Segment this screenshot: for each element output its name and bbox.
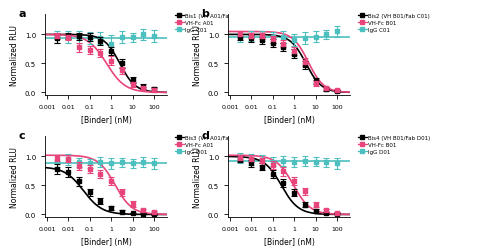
Legend: Bis1 (VH A01/Fab C01), VH-Fc A01, IgG C01: Bis1 (VH A01/Fab C01), VH-Fc A01, IgG C0… [174, 14, 247, 32]
Legend: Bis3 (VH A01/Fab D01), VH-Fc A01, IgG D01: Bis3 (VH A01/Fab D01), VH-Fc A01, IgG D0… [174, 135, 248, 154]
X-axis label: [Binder] (nM): [Binder] (nM) [80, 237, 132, 246]
Y-axis label: Normalized RLU: Normalized RLU [10, 147, 19, 207]
Y-axis label: Normalized RLU: Normalized RLU [193, 25, 202, 86]
Legend: Bis4 (VH B01/Fab D01), VH-Fc B01, IgG D01: Bis4 (VH B01/Fab D01), VH-Fc B01, IgG D0… [358, 135, 430, 154]
X-axis label: [Binder] (nM): [Binder] (nM) [264, 116, 314, 124]
X-axis label: [Binder] (nM): [Binder] (nM) [80, 116, 132, 124]
Y-axis label: Normalized RLU: Normalized RLU [10, 25, 19, 86]
Text: c: c [18, 130, 25, 140]
Text: d: d [201, 130, 209, 140]
Y-axis label: Normalized RLU: Normalized RLU [193, 147, 202, 207]
X-axis label: [Binder] (nM): [Binder] (nM) [264, 237, 314, 246]
Text: b: b [201, 8, 209, 18]
Legend: Bis2 (VH B01/Fab C01), VH-Fc B01, IgG C01: Bis2 (VH B01/Fab C01), VH-Fc B01, IgG C0… [358, 14, 430, 32]
Text: a: a [18, 8, 26, 18]
